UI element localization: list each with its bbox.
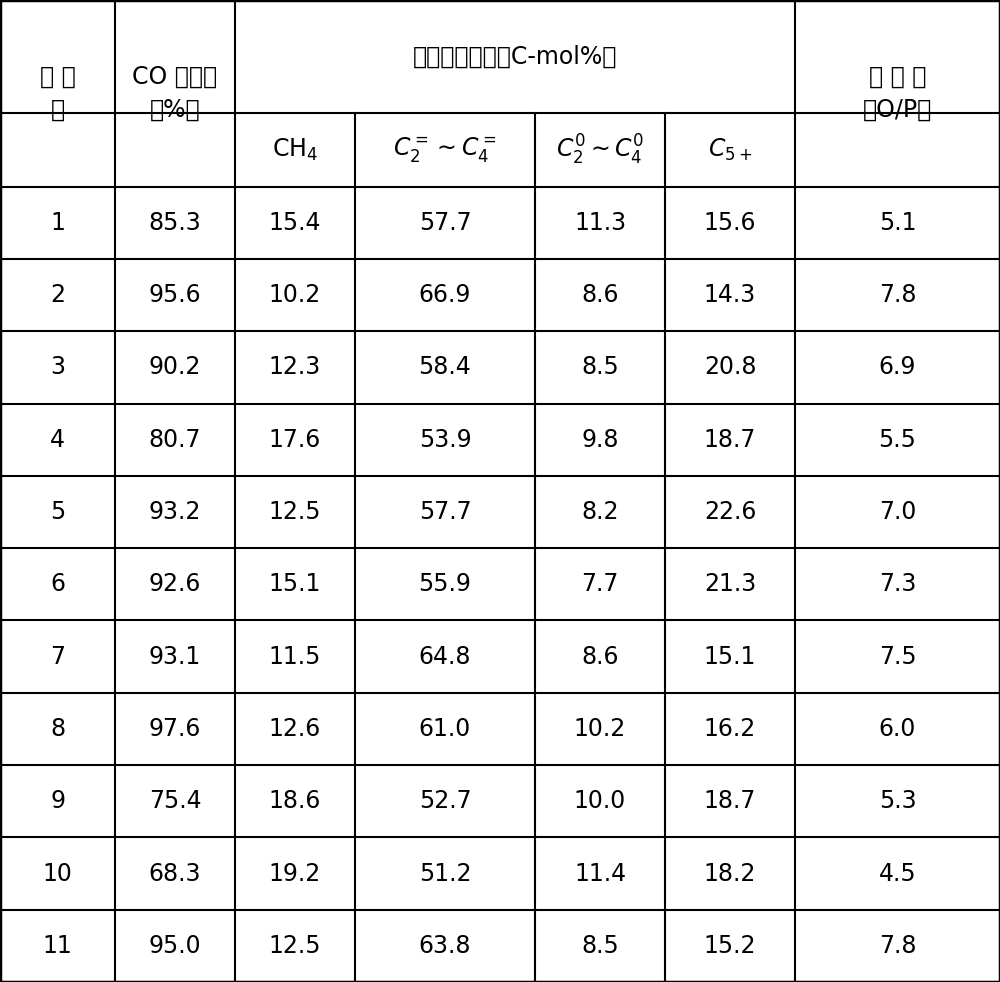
Text: 21.3: 21.3: [704, 573, 756, 596]
Text: 15.6: 15.6: [704, 211, 756, 235]
Text: 53.9: 53.9: [419, 428, 471, 452]
Text: $C_2^{=}{\sim}C_4^{=}$: $C_2^{=}{\sim}C_4^{=}$: [393, 136, 497, 164]
Text: 11.5: 11.5: [269, 644, 321, 669]
Text: 8.6: 8.6: [581, 644, 619, 669]
Text: 8.2: 8.2: [581, 500, 619, 524]
Text: 66.9: 66.9: [419, 283, 471, 307]
Text: 18.2: 18.2: [704, 861, 756, 886]
Text: 93.2: 93.2: [149, 500, 201, 524]
Text: 18.6: 18.6: [269, 790, 321, 813]
Text: 22.6: 22.6: [704, 500, 756, 524]
Text: 11.3: 11.3: [574, 211, 626, 235]
Text: 61.0: 61.0: [419, 717, 471, 740]
Text: 7.5: 7.5: [879, 644, 916, 669]
Text: 57.7: 57.7: [419, 500, 471, 524]
Text: 10.2: 10.2: [574, 717, 626, 740]
Text: 12.3: 12.3: [269, 355, 321, 379]
Text: 7.7: 7.7: [581, 573, 619, 596]
Text: 5: 5: [50, 500, 65, 524]
Text: 68.3: 68.3: [149, 861, 201, 886]
Text: 2: 2: [50, 283, 65, 307]
Text: 15.4: 15.4: [269, 211, 321, 235]
Text: 12.5: 12.5: [269, 500, 321, 524]
Text: 5.3: 5.3: [879, 790, 916, 813]
Text: 1: 1: [50, 211, 65, 235]
Text: 18.7: 18.7: [704, 790, 756, 813]
Text: 4.5: 4.5: [879, 861, 916, 886]
Text: 7.3: 7.3: [879, 573, 916, 596]
Text: 90.2: 90.2: [149, 355, 201, 379]
Text: CO 转化率
（%）: CO 转化率 （%）: [132, 65, 218, 122]
Text: 營 烷 比
（O/P）: 營 烷 比 （O/P）: [863, 65, 932, 122]
Text: 64.8: 64.8: [419, 644, 471, 669]
Text: $C_2^{0}{\sim}C_4^{0}$: $C_2^{0}{\sim}C_4^{0}$: [556, 133, 644, 167]
Text: 9.8: 9.8: [581, 428, 619, 452]
Text: $C_{5+}$: $C_{5+}$: [708, 136, 752, 163]
Text: 95.0: 95.0: [149, 934, 201, 957]
Text: 15.1: 15.1: [269, 573, 321, 596]
Text: 5.5: 5.5: [879, 428, 916, 452]
Text: 52.7: 52.7: [419, 790, 471, 813]
Text: 8.6: 8.6: [581, 283, 619, 307]
Text: 8: 8: [50, 717, 65, 740]
Text: 实 施
例: 实 施 例: [40, 65, 75, 122]
Text: 8.5: 8.5: [581, 355, 619, 379]
Text: 7: 7: [50, 644, 65, 669]
Text: 63.8: 63.8: [419, 934, 471, 957]
Text: 4: 4: [50, 428, 65, 452]
Text: 75.4: 75.4: [149, 790, 201, 813]
Text: 烃类产物分布（C-mol%）: 烃类产物分布（C-mol%）: [413, 44, 617, 69]
Text: 19.2: 19.2: [269, 861, 321, 886]
Text: 9: 9: [50, 790, 65, 813]
Text: 17.6: 17.6: [269, 428, 321, 452]
Text: 18.7: 18.7: [704, 428, 756, 452]
Text: 6.0: 6.0: [879, 717, 916, 740]
Text: 7.8: 7.8: [879, 283, 916, 307]
Text: 14.3: 14.3: [704, 283, 756, 307]
Text: 85.3: 85.3: [149, 211, 201, 235]
Text: 93.1: 93.1: [149, 644, 201, 669]
Text: 12.5: 12.5: [269, 934, 321, 957]
Text: 57.7: 57.7: [419, 211, 471, 235]
Text: 51.2: 51.2: [419, 861, 471, 886]
Text: 92.6: 92.6: [149, 573, 201, 596]
Text: 20.8: 20.8: [704, 355, 756, 379]
Text: 12.6: 12.6: [269, 717, 321, 740]
Text: 10.2: 10.2: [269, 283, 321, 307]
Text: 95.6: 95.6: [149, 283, 201, 307]
Text: 6: 6: [50, 573, 65, 596]
Text: 10: 10: [43, 861, 72, 886]
Text: 10.0: 10.0: [574, 790, 626, 813]
Text: 55.9: 55.9: [419, 573, 471, 596]
Text: 11.4: 11.4: [574, 861, 626, 886]
Text: 6.9: 6.9: [879, 355, 916, 379]
Text: 7.0: 7.0: [879, 500, 916, 524]
Text: 7.8: 7.8: [879, 934, 916, 957]
Text: CH$_4$: CH$_4$: [272, 136, 318, 163]
Text: 15.1: 15.1: [704, 644, 756, 669]
Text: 11: 11: [43, 934, 72, 957]
Text: 5.1: 5.1: [879, 211, 916, 235]
Text: 97.6: 97.6: [149, 717, 201, 740]
Text: 58.4: 58.4: [419, 355, 471, 379]
Text: 15.2: 15.2: [704, 934, 756, 957]
Text: 3: 3: [50, 355, 65, 379]
Text: 8.5: 8.5: [581, 934, 619, 957]
Text: 16.2: 16.2: [704, 717, 756, 740]
Text: 80.7: 80.7: [149, 428, 201, 452]
